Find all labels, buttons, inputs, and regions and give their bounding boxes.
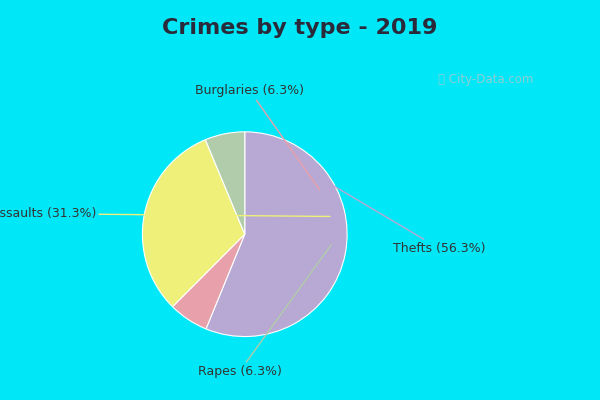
- Text: Crimes by type - 2019: Crimes by type - 2019: [163, 18, 437, 38]
- Wedge shape: [173, 234, 245, 329]
- Text: ⓘ City-Data.com: ⓘ City-Data.com: [438, 74, 533, 86]
- Wedge shape: [205, 132, 245, 234]
- Text: Assaults (31.3%): Assaults (31.3%): [0, 207, 330, 220]
- Wedge shape: [206, 132, 347, 336]
- Wedge shape: [142, 140, 245, 307]
- Text: Thefts (56.3%): Thefts (56.3%): [286, 158, 485, 255]
- Text: Burglaries (6.3%): Burglaries (6.3%): [196, 84, 320, 190]
- Text: Rapes (6.3%): Rapes (6.3%): [198, 245, 331, 378]
